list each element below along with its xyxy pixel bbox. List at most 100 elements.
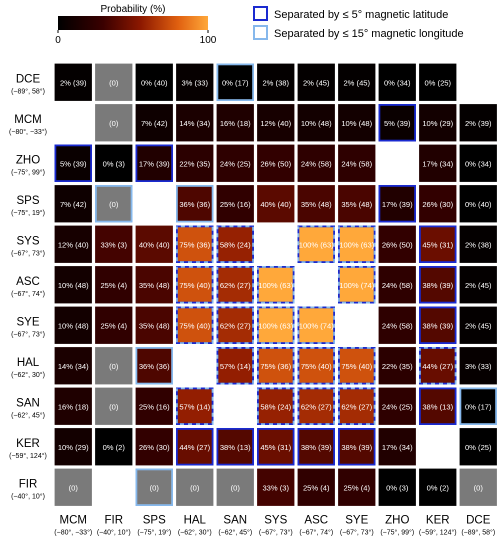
heatmap-cell bbox=[378, 104, 416, 142]
longitude-separation-border bbox=[175, 387, 214, 425]
row-label: HAL bbox=[17, 357, 40, 369]
heatmap-cell bbox=[459, 347, 497, 385]
cell-label: 33% (3) bbox=[262, 483, 289, 492]
row-label: MCM bbox=[14, 114, 41, 126]
longitude-separation-border bbox=[175, 225, 214, 263]
legend-label-latitude: Separated by ≤ 5° magnetic latitude bbox=[274, 9, 448, 21]
column-coords: (−40°, 10°) bbox=[97, 529, 131, 537]
cell-label: 100% (63) bbox=[299, 240, 335, 249]
heatmap-cell bbox=[257, 104, 295, 142]
cell-label: 0% (40) bbox=[465, 200, 492, 209]
heatmap-cell bbox=[135, 104, 173, 142]
heatmap-cell bbox=[54, 428, 92, 466]
heatmap-cell bbox=[176, 428, 214, 466]
heatmap-cell bbox=[176, 266, 214, 304]
cell-label: 5% (39) bbox=[384, 119, 411, 128]
heatmap-cell bbox=[257, 185, 295, 223]
heatmap-cell bbox=[216, 306, 254, 344]
longitude-separation-border bbox=[135, 346, 173, 385]
legend-label-longitude: Separated by ≤ 15° magnetic longitude bbox=[274, 28, 464, 40]
heatmap-cell bbox=[176, 185, 214, 223]
row-label: SYS bbox=[16, 235, 39, 247]
heatmap-cell bbox=[95, 347, 133, 385]
cell-label: 26% (50) bbox=[260, 159, 291, 168]
heatmap-cell bbox=[176, 144, 214, 182]
heatmap-cell bbox=[338, 225, 376, 263]
heatmap-cell bbox=[378, 185, 416, 223]
cell-label: 100% (74) bbox=[339, 281, 375, 290]
longitude-separation-border bbox=[297, 306, 335, 344]
cell-label: 58% (24) bbox=[220, 240, 251, 249]
cell-label: 100% (63) bbox=[258, 281, 294, 290]
heatmap-cell bbox=[176, 306, 214, 344]
cell-label: 0% (3) bbox=[386, 483, 409, 492]
cell-label: 38% (39) bbox=[301, 443, 332, 452]
longitude-separation-border bbox=[135, 468, 173, 506]
heatmap-cell bbox=[459, 225, 497, 263]
heatmap-cell bbox=[297, 144, 335, 182]
heatmap-cell bbox=[216, 104, 254, 142]
heatmap-cell bbox=[257, 266, 295, 304]
cell-label: 26% (30) bbox=[139, 443, 170, 452]
heatmap-cell bbox=[95, 104, 133, 142]
column-label: ASC bbox=[304, 515, 328, 527]
heatmap-cell bbox=[216, 185, 254, 223]
longitude-separation-border bbox=[337, 346, 376, 385]
column-coords: (−75°, 99°) bbox=[380, 529, 414, 537]
latitude-separation-border bbox=[175, 427, 214, 466]
cell-label: 2% (45) bbox=[465, 281, 492, 290]
cell-label: 36% (36) bbox=[139, 362, 170, 371]
column-coords: (−67°, 73°) bbox=[259, 529, 293, 537]
heatmap-cell bbox=[176, 387, 214, 425]
latitude-separation-border bbox=[418, 265, 457, 304]
heatmap-cell bbox=[216, 468, 254, 506]
cell-label: 7% (42) bbox=[141, 119, 168, 128]
cell-label: 17% (34) bbox=[422, 159, 453, 168]
heatmap-cell bbox=[54, 306, 92, 344]
heatmap-cell bbox=[95, 185, 133, 223]
heatmap-cell bbox=[257, 63, 295, 101]
heatmap-cell bbox=[297, 468, 335, 506]
heatmap-cell bbox=[135, 387, 173, 425]
legend-swatch-latitude bbox=[253, 6, 268, 21]
column-label: ZHO bbox=[385, 515, 409, 527]
column-coords: (−89°, 58°) bbox=[461, 529, 495, 537]
heatmap-cell bbox=[135, 428, 173, 466]
cell-label: 62% (27) bbox=[220, 321, 251, 330]
heatmap-cell bbox=[176, 104, 214, 142]
cell-label: 24% (58) bbox=[301, 159, 332, 168]
heatmap-cell bbox=[459, 144, 497, 182]
heatmap-cell bbox=[216, 144, 254, 182]
cell-label: 12% (40) bbox=[58, 240, 89, 249]
cell-label: 62% (27) bbox=[301, 402, 332, 411]
cell-label: (0) bbox=[231, 483, 241, 492]
heatmap-cell bbox=[338, 144, 376, 182]
cell-label: 25% (4) bbox=[100, 281, 127, 290]
cell-label: 2% (38) bbox=[262, 78, 289, 87]
row-coords: (−75°, 19°) bbox=[11, 209, 45, 217]
cell-label: (0) bbox=[69, 483, 79, 492]
heatmap-cell bbox=[257, 347, 295, 385]
cell-label: 26% (50) bbox=[382, 240, 413, 249]
cell-label: 0% (17) bbox=[465, 402, 492, 411]
heatmap-cell bbox=[459, 266, 497, 304]
heatmap-cell bbox=[297, 306, 335, 344]
cell-label: 38% (13) bbox=[220, 443, 251, 452]
cell-label: 38% (39) bbox=[422, 321, 453, 330]
heatmap-cell bbox=[54, 63, 92, 101]
longitude-separation-border bbox=[95, 184, 133, 223]
cell-label: 2% (45) bbox=[465, 321, 492, 330]
heatmap-cell bbox=[95, 225, 133, 263]
cell-label: 75% (36) bbox=[260, 362, 291, 371]
cell-label: 62% (27) bbox=[220, 281, 251, 290]
heatmap-cell bbox=[338, 266, 376, 304]
heatmap-cell bbox=[135, 63, 173, 101]
heatmap-cell bbox=[419, 144, 457, 182]
cell-label: 57% (14) bbox=[220, 362, 251, 371]
latitude-separation-border bbox=[256, 427, 295, 466]
cell-label: 0% (17) bbox=[222, 78, 249, 87]
cell-label: 2% (45) bbox=[343, 78, 370, 87]
heatmap-cell bbox=[297, 104, 335, 142]
cell-label: 17% (39) bbox=[382, 200, 413, 209]
column-coords: (−62°, 45°) bbox=[218, 529, 252, 537]
